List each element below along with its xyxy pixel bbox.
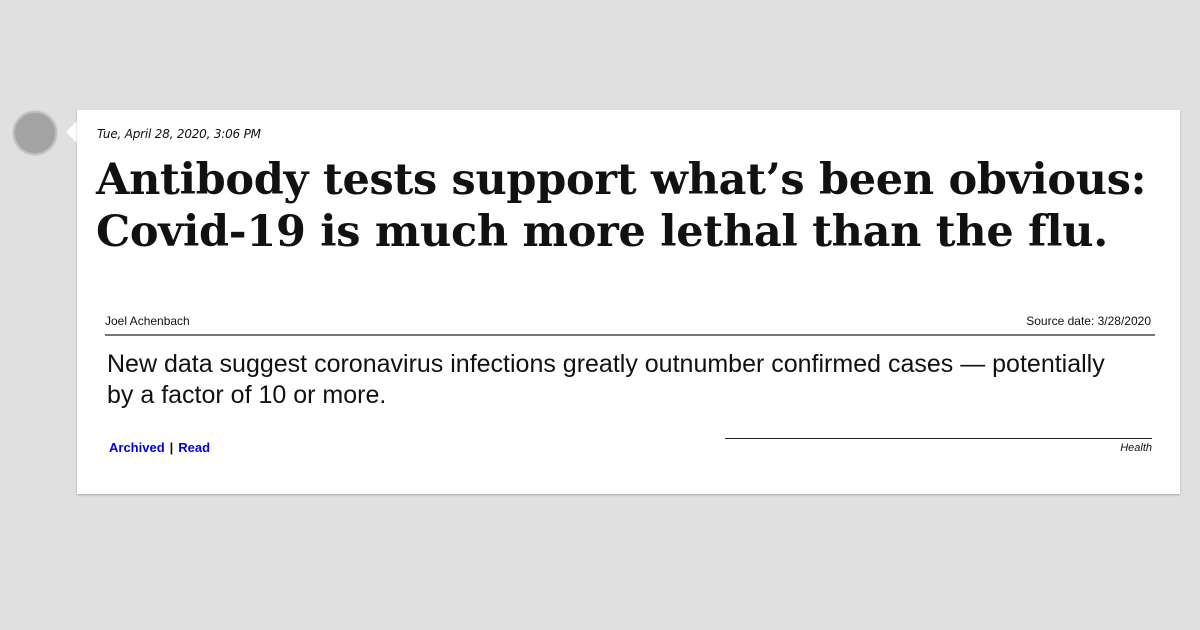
article-card: Tue, April 28, 2020, 3:06 PM Antibody te… <box>77 110 1180 494</box>
archived-link[interactable]: Archived <box>109 440 165 455</box>
author: Joel Achenbach <box>105 314 190 328</box>
meta-row: Joel Achenbach Source date: 3/28/2020 <box>105 314 1155 336</box>
category-label: Health <box>1120 442 1152 454</box>
summary: New data suggest coronavirus infections … <box>107 350 1105 409</box>
headline: Antibody tests support what’s been obvio… <box>96 155 1147 257</box>
timestamp: Tue, April 28, 2020, 3:06 PM <box>97 127 261 141</box>
card-pointer <box>66 120 78 144</box>
article-links: Archived | Read <box>109 440 210 455</box>
read-link[interactable]: Read <box>178 440 211 455</box>
category-divider <box>725 438 1152 439</box>
source-date: Source date: 3/28/2020 <box>1026 314 1151 328</box>
avatar[interactable] <box>13 111 57 155</box>
link-separator: | <box>169 440 174 455</box>
